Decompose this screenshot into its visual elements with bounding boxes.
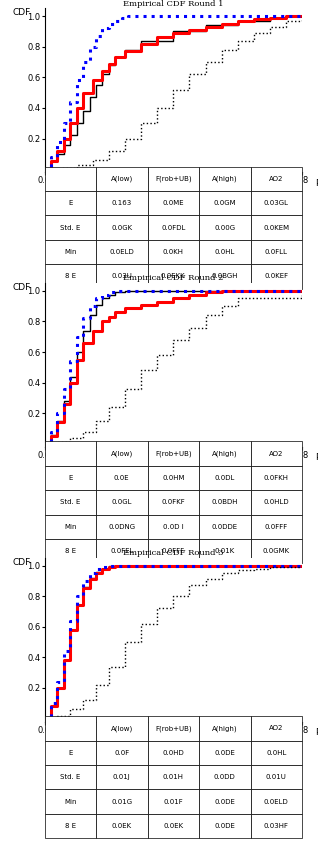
- X-axis label: PL: PL: [315, 179, 318, 188]
- Y-axis label: CDF: CDF: [12, 558, 31, 567]
- X-axis label: PL: PL: [315, 728, 318, 738]
- X-axis label: PL: PL: [315, 453, 318, 463]
- Title: Empirical CDF Round 1: Empirical CDF Round 1: [123, 0, 224, 8]
- Y-axis label: CDF: CDF: [12, 8, 31, 18]
- Title: Empirical CDF Round 3: Empirical CDF Round 3: [123, 549, 224, 557]
- Y-axis label: CDF: CDF: [12, 283, 31, 292]
- Title: Empirical CDF Round 2: Empirical CDF Round 2: [123, 274, 224, 283]
